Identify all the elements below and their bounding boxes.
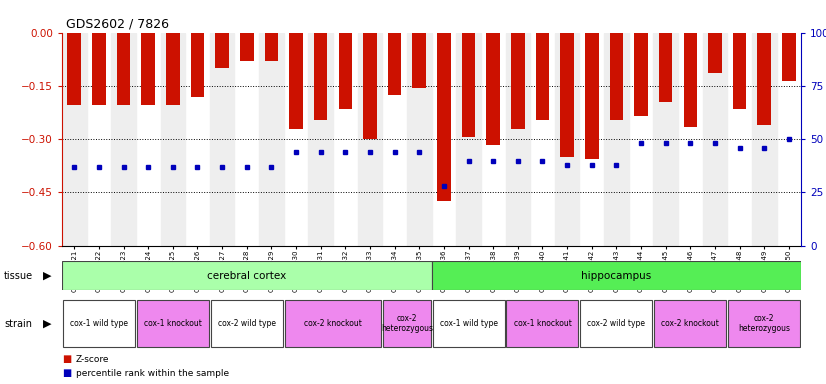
- Bar: [437, 33, 451, 201]
- Bar: [289, 33, 303, 129]
- Bar: [211, 300, 282, 347]
- Bar: [456, 33, 481, 246]
- Bar: [462, 33, 475, 137]
- Text: GDS2602 / 7826: GDS2602 / 7826: [66, 17, 169, 30]
- Bar: [412, 33, 426, 88]
- Bar: [782, 33, 795, 81]
- Text: cox-1 wild type: cox-1 wild type: [439, 319, 497, 328]
- Bar: [383, 300, 430, 347]
- Bar: [733, 33, 747, 109]
- Bar: [703, 33, 728, 246]
- Text: cox-2 knockout: cox-2 knockout: [304, 319, 362, 328]
- Text: percentile rank within the sample: percentile rank within the sample: [76, 369, 229, 378]
- Bar: [604, 33, 629, 246]
- Text: cox-1 knockout: cox-1 knockout: [144, 319, 202, 328]
- Bar: [433, 300, 505, 347]
- Bar: [653, 33, 678, 246]
- Bar: [358, 33, 382, 246]
- Bar: [93, 33, 106, 106]
- Bar: [63, 300, 135, 347]
- Bar: [116, 33, 131, 106]
- Bar: [431, 261, 801, 290]
- Text: tissue: tissue: [4, 270, 33, 281]
- Bar: [708, 33, 722, 73]
- Bar: [684, 33, 697, 127]
- Text: cox-2 wild type: cox-2 wild type: [587, 319, 645, 328]
- Text: ▶: ▶: [43, 318, 51, 329]
- Bar: [487, 33, 500, 144]
- Text: ■: ■: [62, 354, 71, 364]
- Text: strain: strain: [4, 318, 32, 329]
- Bar: [141, 33, 155, 106]
- Bar: [610, 33, 623, 120]
- Bar: [536, 33, 549, 120]
- Bar: [160, 33, 185, 246]
- Bar: [240, 33, 254, 61]
- Bar: [216, 33, 229, 68]
- Text: cox-1 wild type: cox-1 wild type: [70, 319, 128, 328]
- Text: cerebral cortex: cerebral cortex: [207, 270, 287, 281]
- Bar: [68, 33, 81, 106]
- Bar: [506, 33, 530, 246]
- Bar: [511, 33, 525, 129]
- Bar: [210, 33, 235, 246]
- Text: Z-score: Z-score: [76, 354, 110, 364]
- Text: hippocampus: hippocampus: [582, 270, 652, 281]
- Bar: [757, 33, 771, 125]
- Bar: [112, 33, 135, 246]
- Bar: [314, 33, 327, 120]
- Bar: [659, 33, 672, 102]
- Bar: [363, 33, 377, 139]
- Bar: [585, 33, 599, 159]
- Bar: [752, 33, 776, 246]
- Text: cox-2
heterozygous: cox-2 heterozygous: [738, 314, 790, 333]
- Text: cox-1 knockout: cox-1 knockout: [514, 319, 572, 328]
- Bar: [634, 33, 648, 116]
- Bar: [166, 33, 179, 106]
- Text: ■: ■: [62, 368, 71, 378]
- Bar: [62, 33, 87, 246]
- Bar: [506, 300, 578, 347]
- Bar: [555, 33, 580, 246]
- Text: cox-2
heterozygous: cox-2 heterozygous: [381, 314, 433, 333]
- Text: ▶: ▶: [43, 270, 51, 281]
- Bar: [388, 33, 401, 95]
- Bar: [264, 33, 278, 61]
- Bar: [581, 300, 653, 347]
- Bar: [62, 261, 431, 290]
- Bar: [407, 33, 431, 246]
- Bar: [339, 33, 352, 109]
- Text: cox-2 knockout: cox-2 knockout: [662, 319, 719, 328]
- Bar: [137, 300, 209, 347]
- Bar: [654, 300, 726, 347]
- Bar: [729, 300, 800, 347]
- Bar: [285, 300, 382, 347]
- Bar: [259, 33, 284, 246]
- Text: cox-2 wild type: cox-2 wild type: [218, 319, 276, 328]
- Bar: [191, 33, 204, 97]
- Bar: [308, 33, 333, 246]
- Bar: [560, 33, 574, 157]
